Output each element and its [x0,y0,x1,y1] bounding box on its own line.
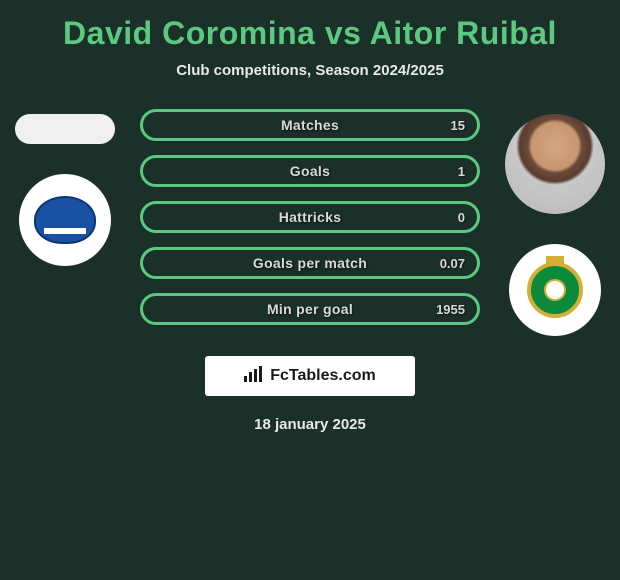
right-player-column [500,109,610,336]
page-title: David Coromina vs Aitor Ruibal [63,15,557,52]
comparison-card: David Coromina vs Aitor Ruibal Club comp… [0,0,620,448]
date-text: 18 january 2025 [254,416,366,433]
betis-shield-icon [527,262,583,318]
branding-text: FcTables.com [270,367,376,385]
bar-chart-icon [244,366,264,387]
stat-value-right: 0 [458,210,465,225]
stat-label: Hattricks [279,209,342,225]
stat-label: Matches [281,117,339,133]
stat-label: Goals per match [253,255,367,271]
stat-label: Min per goal [267,301,353,317]
club-badge-alaves [19,174,111,266]
player-photo-placeholder [15,114,115,144]
stat-value-right: 0.07 [440,256,465,271]
stat-row-hattricks: Hattricks 0 [140,201,480,233]
player-photo [505,114,605,214]
stat-value-right: 15 [451,118,465,133]
stat-row-matches: Matches 15 [140,109,480,141]
main-row: Matches 15 Goals 1 Hattricks 0 Goals per… [10,109,610,336]
branding-box: FcTables.com [205,356,415,396]
crown-icon [546,256,564,266]
page-subtitle: Club competitions, Season 2024/2025 [176,62,444,79]
stat-row-goals-per-match: Goals per match 0.07 [140,247,480,279]
badge-stripe-icon [44,228,86,234]
left-player-column [10,109,120,266]
betis-center-icon [544,279,566,301]
stats-column: Matches 15 Goals 1 Hattricks 0 Goals per… [140,109,480,325]
stat-value-right: 1 [458,164,465,179]
stat-value-right: 1955 [436,302,465,317]
alaves-shield-icon [34,196,96,244]
stat-row-goals: Goals 1 [140,155,480,187]
stat-row-min-per-goal: Min per goal 1955 [140,293,480,325]
stat-label: Goals [290,163,330,179]
club-badge-betis [509,244,601,336]
